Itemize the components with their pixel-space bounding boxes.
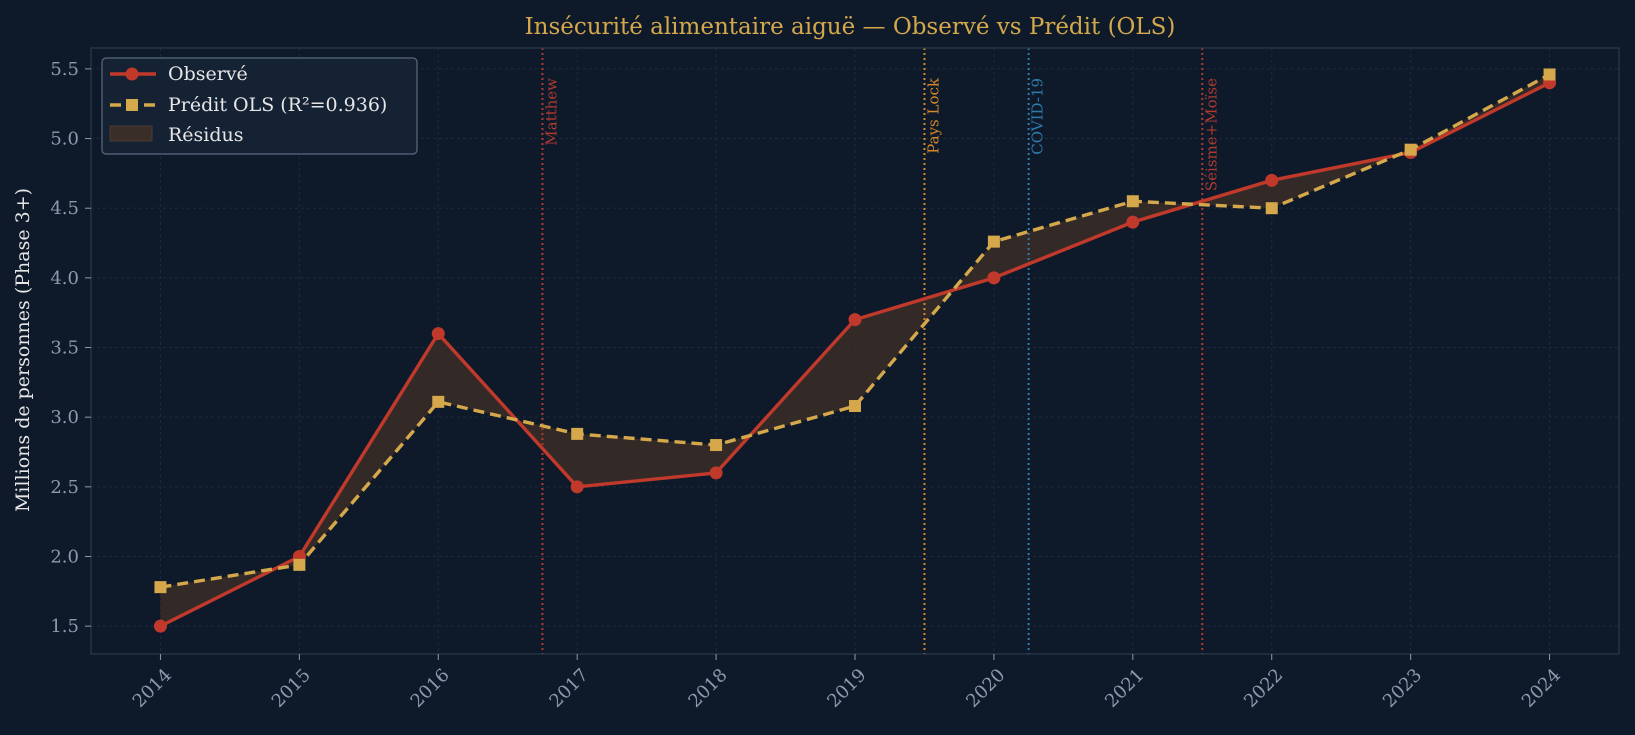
y-tick-label: 3.0 xyxy=(50,407,79,428)
y-tick-label: 5.0 xyxy=(50,129,79,150)
data-point xyxy=(1126,195,1139,208)
data-point xyxy=(153,619,167,633)
data-point xyxy=(293,558,306,571)
data-point xyxy=(431,327,445,341)
data-point xyxy=(849,400,861,413)
data-point xyxy=(1543,68,1556,81)
residual-area xyxy=(1271,149,1411,209)
series-line xyxy=(160,72,1551,589)
data-point xyxy=(709,466,723,480)
event-label: Pays Lock xyxy=(924,77,942,154)
legend-swatch-fill xyxy=(109,125,153,142)
residual-area xyxy=(855,241,994,407)
residual-area xyxy=(577,433,717,487)
data-point xyxy=(710,439,723,452)
data-point xyxy=(432,395,445,408)
y-tick-label: 2.5 xyxy=(50,477,79,498)
y-tick-label: 4.0 xyxy=(50,268,79,289)
data-point xyxy=(987,271,1001,285)
y-tick-label: 2.0 xyxy=(50,546,79,567)
legend-label: Résidus xyxy=(168,124,244,146)
data-point xyxy=(570,480,584,494)
legend: Observé Prédit OLS (R²=0.936) Résidus xyxy=(101,57,418,155)
y-tick-label: 5.5 xyxy=(50,59,79,80)
data-point xyxy=(848,313,862,327)
data-point xyxy=(571,427,584,440)
event-label: Séisme+Moïse xyxy=(1202,78,1220,191)
legend-label: Observé xyxy=(168,63,248,85)
y-tick-label: 3.5 xyxy=(50,338,79,359)
event-markers: Matthew Pays Lock COVID-19 Séisme+Moïse xyxy=(541,48,1220,654)
data-point xyxy=(1265,173,1279,187)
data-point xyxy=(1404,143,1417,156)
legend-label: Prédit OLS (R²=0.936) xyxy=(168,94,387,116)
y-tick-label: 4.5 xyxy=(50,198,79,219)
legend-swatch-marker xyxy=(126,99,138,111)
series-markers xyxy=(153,68,1557,633)
data-point xyxy=(1265,202,1278,215)
event-label: COVID-19 xyxy=(1029,78,1047,155)
y-axis-label: Millions de personnes (Phase 3+) xyxy=(12,188,34,512)
chart-title: Insécurité alimentaire aiguë — Observé v… xyxy=(525,14,1176,40)
data-point xyxy=(987,235,1000,248)
data-point xyxy=(1126,215,1140,229)
y-tick-label: 1.5 xyxy=(50,616,79,637)
event-label: Matthew xyxy=(542,78,560,146)
legend-box xyxy=(101,57,418,155)
legend-swatch-marker xyxy=(125,67,139,81)
y-axis: 1.5 2.0 2.5 3.0 3.5 4.0 4.5 5.0 5.5 xyxy=(50,59,91,637)
data-point xyxy=(154,581,167,594)
